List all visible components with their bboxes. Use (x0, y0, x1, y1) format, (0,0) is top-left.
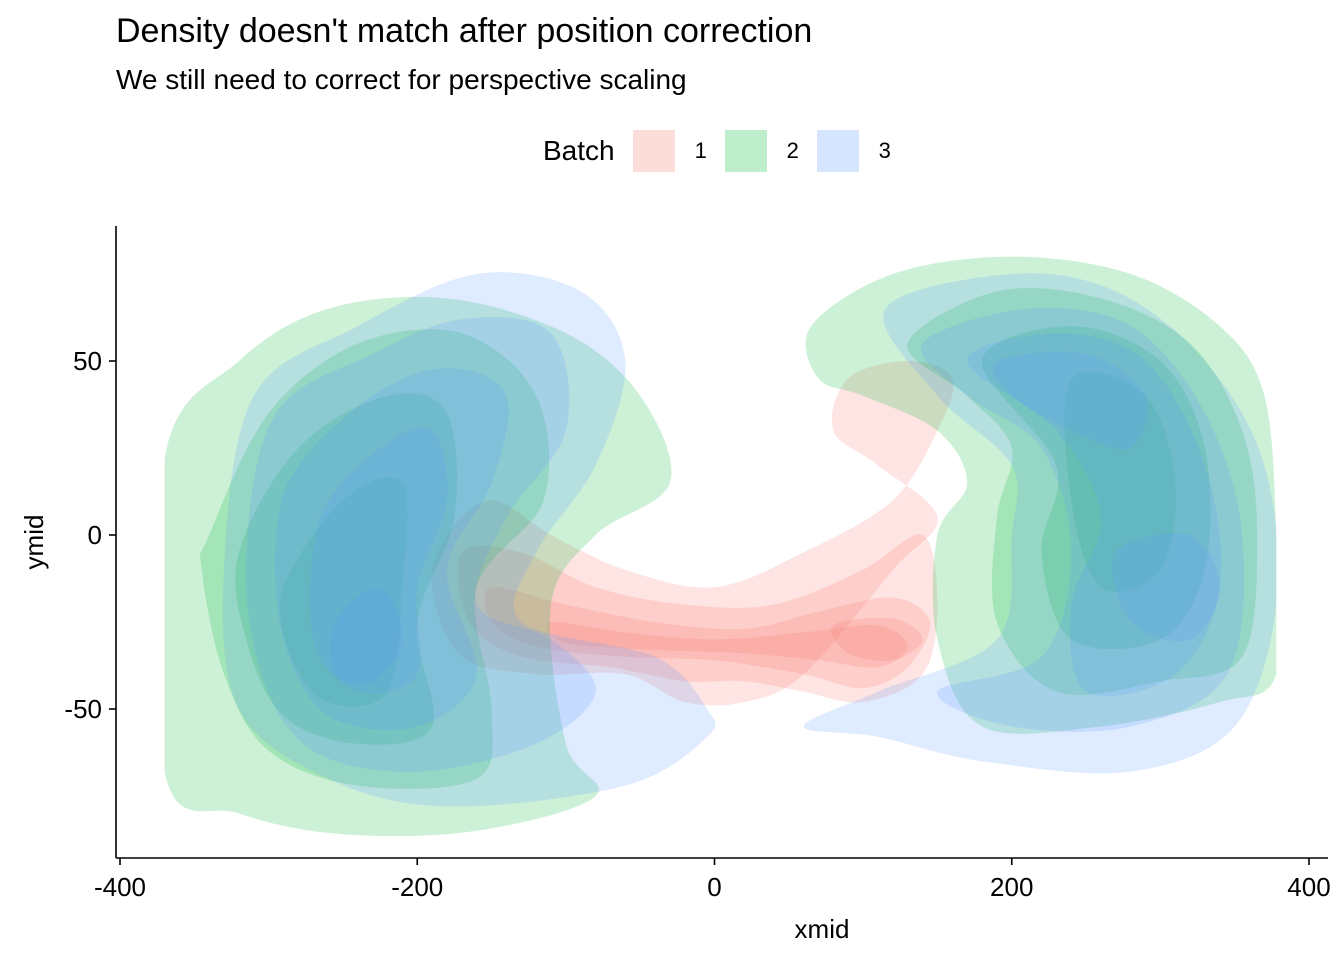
legend-item-2: 2 (724, 130, 817, 172)
legend: Batch 1 2 3 (543, 128, 909, 174)
density-band-2-6 (907, 287, 1258, 695)
density-band-3-7 (920, 307, 1245, 732)
density-band-3-5 (330, 586, 403, 685)
density-band-3-9 (992, 351, 1149, 450)
density-band-3-2 (245, 317, 596, 772)
density-band-1-2 (457, 534, 938, 703)
legend-item-1: 1 (632, 130, 725, 172)
density-series-2 (164, 256, 1277, 837)
chart-subtitle: We still need to correct for perspective… (116, 64, 687, 95)
density-series-3 (222, 272, 1277, 807)
density-band-3-10 (1112, 533, 1220, 642)
axes-layer: -400 -200 0 200 400 -50 0 50 xmid ymid (19, 226, 1331, 944)
density-band-3-3 (274, 368, 509, 731)
density-band-1-3 (484, 586, 931, 689)
density-band-2-8 (1064, 371, 1176, 592)
x-tick-label: -200 (391, 872, 443, 902)
density-band-2-2 (200, 329, 550, 789)
x-tick-label: -400 (94, 872, 146, 902)
legend-key-1 (632, 130, 675, 172)
x-tick-label: 400 (1287, 872, 1330, 902)
density-band-1-5 (831, 617, 923, 662)
x-axis-title: xmid (795, 914, 850, 944)
legend-key-3 (816, 130, 859, 172)
legend-key-2 (724, 130, 767, 172)
legend-label-1: 1 (694, 138, 707, 163)
density-band-2-5 (805, 256, 1277, 734)
y-axis-title: ymid (19, 515, 49, 570)
y-tick-label: 0 (88, 520, 102, 550)
legend-label-2: 2 (786, 138, 799, 163)
y-tick-label: 50 (73, 346, 102, 376)
density-band-2-3 (235, 393, 458, 745)
density-band-3-6 (803, 273, 1277, 774)
legend-item-3: 3 (816, 130, 909, 172)
density-band-3-4 (309, 427, 448, 694)
legend-label-3: 3 (878, 138, 891, 163)
x-tick-label: 200 (990, 872, 1033, 902)
density-band-3-1 (222, 272, 716, 807)
chart-title: Density doesn't match after position cor… (116, 12, 813, 50)
x-tick-label: 0 (707, 872, 721, 902)
density-band-2-1 (164, 296, 672, 837)
density-layer (164, 256, 1277, 837)
density-series-1 (431, 361, 954, 706)
density-band-2-7 (981, 326, 1211, 650)
density-band-3-8 (967, 333, 1222, 697)
y-tick-label: -50 (64, 694, 102, 724)
density-band-1-4 (546, 621, 908, 668)
legend-title: Batch (543, 135, 615, 166)
density-band-2-4 (279, 476, 408, 707)
density-band-1-1 (431, 361, 954, 706)
